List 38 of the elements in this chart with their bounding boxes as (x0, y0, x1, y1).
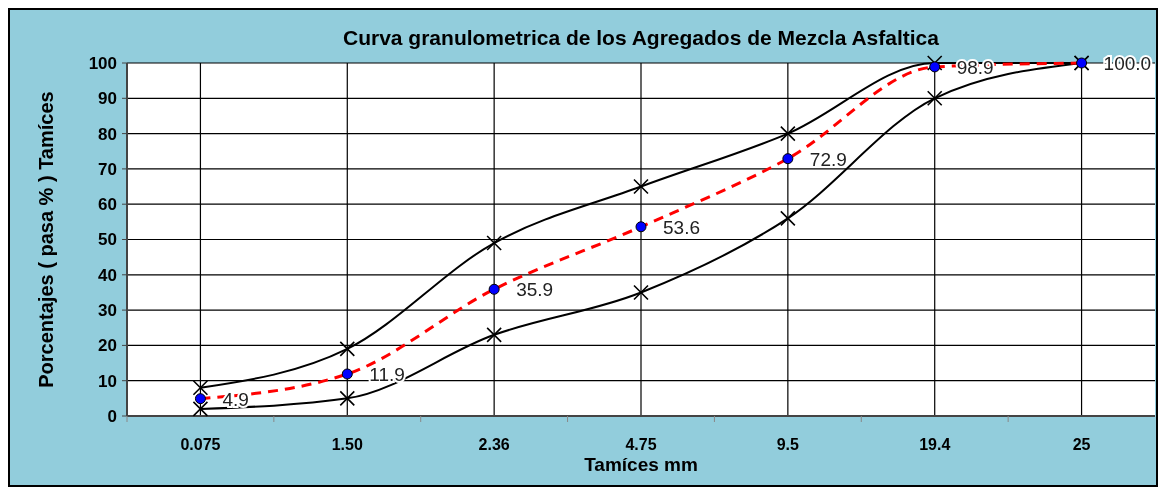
x-tick-label: 4.75 (625, 436, 657, 453)
data-label: 35.9 (516, 279, 554, 301)
y-tick-label: 70 (98, 159, 117, 179)
x-tick-label: 25 (1072, 436, 1091, 453)
y-axis-title: Porcentajes ( pasa % ) Tamíces (35, 91, 57, 388)
y-tick-label: 100 (88, 53, 117, 73)
y-tick-label: 0 (107, 406, 117, 426)
point (780, 125, 796, 142)
x-tick-label: 9.5 (776, 436, 800, 453)
y-tick-label: 30 (98, 301, 117, 321)
point (339, 390, 356, 407)
point (780, 210, 796, 227)
data-label: 53.6 (663, 216, 700, 238)
point (926, 55, 943, 71)
point (633, 284, 649, 301)
point (192, 401, 209, 417)
y-tick-label: 20 (98, 336, 117, 356)
y-tick-label: 60 (98, 195, 117, 215)
x-axis-title: Tamíces mm (584, 454, 698, 475)
y-tick-label: 50 (98, 230, 117, 250)
point (192, 379, 209, 396)
point (633, 178, 649, 195)
point (486, 235, 502, 251)
x-tick-label: 1.50 (331, 436, 363, 453)
data-label: 11.9 (369, 363, 405, 385)
y-tick-label: 40 (98, 265, 117, 285)
x-tick-label: 19.4 (919, 436, 951, 453)
data-label: 72.9 (809, 148, 847, 170)
x-tick-label: 2.36 (478, 436, 510, 453)
point (339, 341, 356, 357)
data-label: 4.9 (222, 388, 249, 410)
point (926, 90, 943, 107)
y-tick-label: 10 (98, 371, 117, 391)
point (486, 327, 502, 343)
y-tick-label: 80 (98, 124, 117, 144)
chart-title: Curva granulometrica de los Agregados de Mezcla Asfaltica (343, 26, 940, 49)
y-tick-label: 90 (98, 89, 117, 109)
x-tick-label: 0.075 (180, 436, 221, 453)
